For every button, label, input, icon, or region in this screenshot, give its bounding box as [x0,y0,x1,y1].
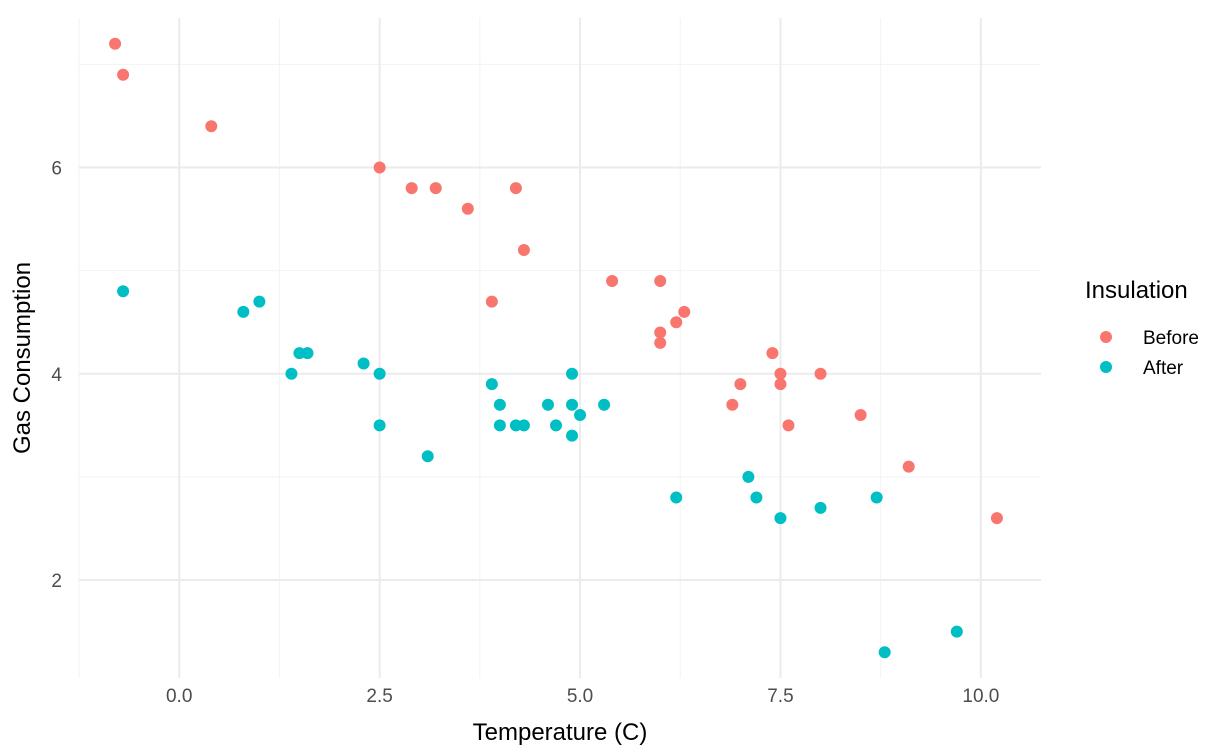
legend-items: Before After [1100,328,1199,379]
x-tick-label: 7.5 [767,686,793,707]
data-point-after [253,295,266,308]
data-point-before [485,295,498,308]
data-point-before [429,182,442,195]
data-point-after [373,367,386,380]
data-point-before [766,347,779,360]
data-point-after [493,398,506,411]
data-point-after [750,491,763,504]
legend-label-after: After [1143,358,1184,379]
x-tick-label: 0.0 [166,686,192,707]
data-point-after [549,419,562,432]
x-tick-label: 2.5 [366,686,392,707]
data-point-before [678,305,691,318]
data-point-before [205,120,218,133]
x-axis-ticks: 0.0 2.5 5.0 7.5 10.0 [166,686,999,707]
data-point-before [734,378,747,391]
data-point-after [870,491,883,504]
data-point-before [990,512,1003,525]
y-tick-label: 6 [51,159,62,180]
legend-label-before: Before [1143,328,1199,349]
data-point-after [421,450,434,463]
data-point-before [606,274,619,287]
data-point-before [109,37,122,50]
legend-key-before [1100,331,1112,343]
data-point-after [566,367,579,380]
data-point-after [117,285,130,298]
data-point-before [854,409,867,422]
y-tick-label: 4 [51,365,62,386]
data-point-before [774,378,787,391]
data-point-after [566,398,579,411]
data-point-after [485,378,498,391]
data-point-before [814,367,827,380]
data-point-after [237,305,250,318]
data-point-after [670,491,683,504]
data-point-after [878,646,891,659]
data-point-after [517,419,530,432]
legend-title: Insulation [1085,277,1188,304]
y-axis-ticks: 2 4 6 [51,159,62,593]
data-point-before [461,202,474,215]
data-point-before [509,182,522,195]
y-tick-label: 2 [51,571,62,592]
data-point-after [950,625,963,638]
data-point-after [774,512,787,525]
x-tick-label: 10.0 [962,686,999,707]
data-point-after [301,347,314,360]
data-point-after [357,357,370,370]
data-point-before [726,398,739,411]
data-point-before [373,161,386,174]
grid [78,18,1041,678]
data-point-after [373,419,386,432]
data-point-before [654,326,667,339]
data-point-before [654,274,667,287]
legend-key-after [1100,361,1112,373]
data-point-after [566,429,579,442]
data-point-before [774,367,787,380]
x-axis-title: Temperature (C) [473,719,648,746]
data-point-after [814,501,827,514]
data-point-before [654,336,667,349]
data-point-before [902,460,915,473]
data-point-before [405,182,418,195]
x-tick-label: 5.0 [567,686,593,707]
data-point-after [493,419,506,432]
data-point-before [117,68,130,81]
data-point-before [670,316,683,329]
data-points [109,37,1003,659]
data-point-after [742,470,755,483]
data-point-after [598,398,611,411]
y-axis-title: Gas Consumption [9,262,36,454]
data-point-after [574,409,587,422]
data-point-after [285,367,298,380]
data-point-before [782,419,795,432]
data-point-after [541,398,554,411]
data-point-before [517,244,530,257]
legend: Insulation Before After [1085,277,1199,379]
